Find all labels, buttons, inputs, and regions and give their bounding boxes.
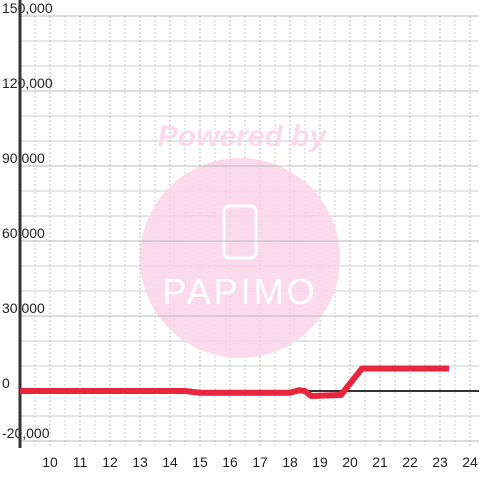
- watermark-logo: PAPIMO: [162, 271, 317, 312]
- y-tick-label: 60,000: [2, 225, 45, 241]
- x-tick-label: 16: [222, 454, 238, 470]
- x-tick-label: 10: [42, 454, 58, 470]
- x-tick-label: 19: [312, 454, 328, 470]
- x-tick-label: 22: [402, 454, 418, 470]
- x-tick-label: 21: [372, 454, 388, 470]
- y-tick-label: 0: [2, 375, 10, 391]
- x-tick-label: 18: [282, 454, 298, 470]
- y-tick-label: 30,000: [2, 300, 45, 316]
- y-tick-label: -20,000: [2, 425, 50, 441]
- watermark: Powered by PAPIMO: [140, 120, 340, 358]
- watermark-text: Powered by: [158, 120, 328, 153]
- y-tick-label: 120,000: [2, 75, 53, 91]
- x-tick-label: 14: [162, 454, 178, 470]
- x-tick-label: 24: [462, 454, 478, 470]
- watermark-phone: [222, 204, 258, 260]
- x-tick-label: 11: [73, 454, 88, 470]
- y-tick-label: 150,000: [2, 0, 53, 16]
- x-tick-label: 17: [252, 454, 268, 470]
- x-tick-label: 20: [342, 454, 358, 470]
- line: [20, 365, 449, 399]
- grid: [20, 16, 479, 448]
- x-tick-label: 23: [432, 454, 448, 470]
- x-tick-label: 12: [102, 454, 118, 470]
- y-tick-label: 90,000: [2, 150, 45, 166]
- x-tick-label: 15: [192, 454, 208, 470]
- x-tick-label: 13: [132, 454, 148, 470]
